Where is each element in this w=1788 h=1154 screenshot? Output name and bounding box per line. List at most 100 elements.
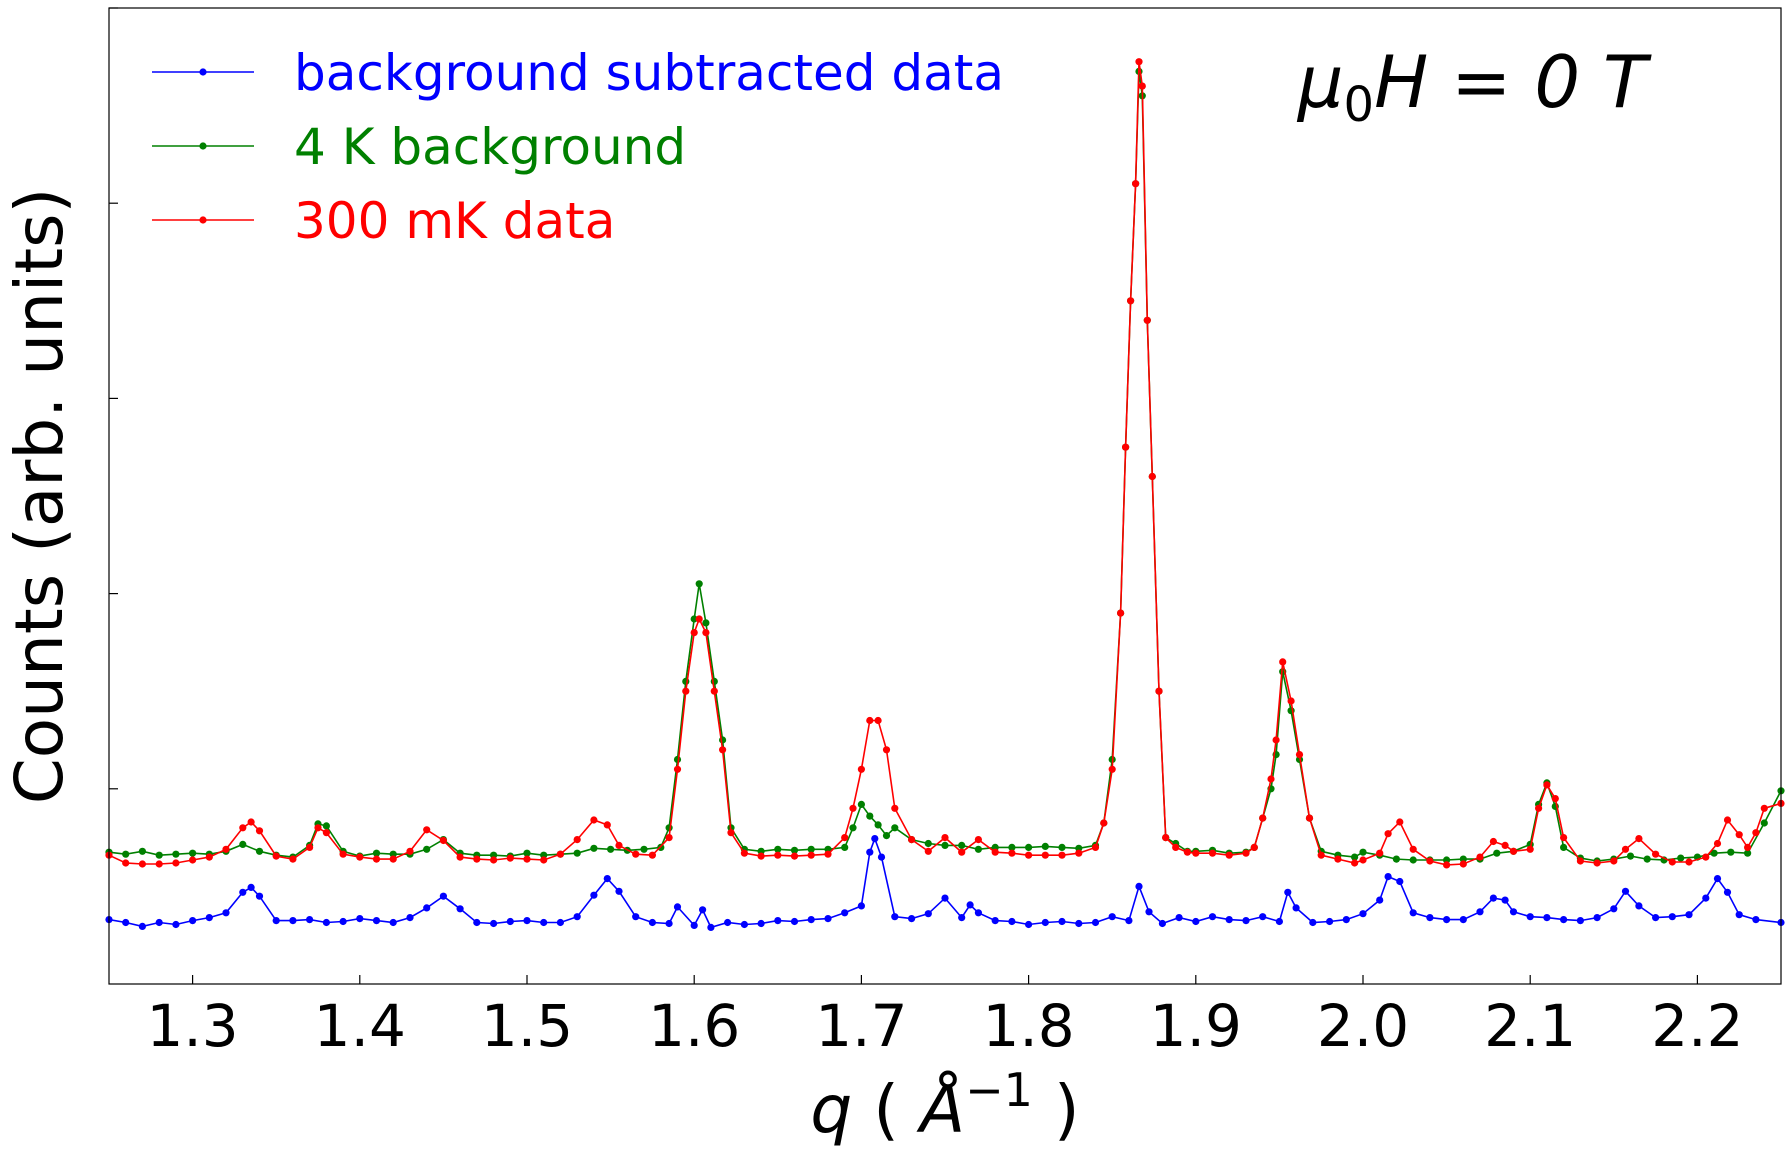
data-point bbox=[372, 917, 381, 925]
data-point bbox=[1041, 918, 1049, 927]
data-point bbox=[1459, 916, 1467, 924]
data-point bbox=[1668, 858, 1676, 866]
x-tick-label: 1.6 bbox=[648, 992, 740, 1060]
data-point bbox=[423, 904, 431, 912]
data-point bbox=[941, 894, 949, 902]
annotation-mu: μ bbox=[1297, 40, 1344, 124]
legend-item: background subtracted data bbox=[152, 44, 1004, 102]
data-point bbox=[1135, 58, 1143, 66]
data-point bbox=[1250, 843, 1258, 852]
x-axis-label-open: ( bbox=[852, 1071, 920, 1148]
data-point bbox=[891, 913, 899, 921]
data-point bbox=[974, 909, 983, 917]
x-axis-label-unit: Å bbox=[916, 1071, 965, 1148]
data-point bbox=[1713, 839, 1722, 848]
data-point bbox=[632, 850, 640, 858]
data-point bbox=[958, 914, 966, 922]
data-point bbox=[1309, 918, 1317, 927]
data-point bbox=[1075, 919, 1083, 928]
series-3 bbox=[105, 58, 1785, 869]
data-point bbox=[1284, 888, 1292, 896]
data-point bbox=[1621, 887, 1630, 895]
data-point bbox=[590, 844, 598, 852]
series-1 bbox=[105, 835, 1785, 932]
data-point bbox=[1351, 859, 1359, 867]
data-point bbox=[924, 847, 932, 855]
x-tick-label: 1.3 bbox=[146, 992, 238, 1060]
data-point bbox=[941, 841, 949, 850]
data-point bbox=[1621, 845, 1630, 853]
data-point bbox=[1132, 180, 1140, 188]
data-point bbox=[1652, 850, 1660, 858]
legend-item: 300 mK data bbox=[152, 192, 615, 250]
y-axis-label: Counts (arb. units) bbox=[1, 188, 78, 805]
data-point bbox=[1685, 858, 1693, 866]
data-point bbox=[172, 920, 180, 929]
data-point bbox=[1723, 888, 1732, 896]
data-point bbox=[573, 849, 581, 857]
data-point bbox=[523, 849, 531, 857]
data-point bbox=[710, 687, 718, 695]
data-point bbox=[673, 765, 682, 773]
data-point bbox=[682, 687, 690, 695]
data-point bbox=[1409, 909, 1417, 917]
data-point bbox=[757, 852, 765, 860]
data-point bbox=[1744, 849, 1752, 857]
data-point bbox=[841, 843, 849, 852]
data-point bbox=[339, 850, 347, 858]
data-point bbox=[1025, 843, 1033, 852]
data-point bbox=[1489, 837, 1497, 846]
data-point bbox=[1155, 687, 1163, 695]
data-point bbox=[724, 918, 732, 927]
data-point bbox=[807, 851, 815, 859]
data-point bbox=[1122, 443, 1130, 451]
data-point bbox=[189, 856, 197, 864]
x-tick-label: 1.8 bbox=[982, 992, 1074, 1060]
data-point bbox=[1091, 918, 1100, 927]
data-point bbox=[189, 917, 197, 925]
data-point bbox=[1392, 855, 1400, 863]
data-point bbox=[1535, 804, 1543, 812]
annotation-subscript: 0 bbox=[1344, 77, 1375, 133]
data-point bbox=[1735, 831, 1743, 839]
data-point bbox=[924, 839, 932, 848]
data-point bbox=[490, 856, 498, 864]
data-point bbox=[690, 615, 698, 623]
data-point bbox=[866, 848, 874, 856]
data-point bbox=[1108, 765, 1116, 773]
data-point bbox=[356, 853, 364, 861]
data-point bbox=[1242, 917, 1250, 925]
data-point bbox=[239, 824, 247, 832]
data-point bbox=[1225, 916, 1233, 924]
data-point bbox=[648, 851, 657, 859]
data-point bbox=[456, 905, 464, 913]
data-point bbox=[1008, 917, 1016, 926]
data-point bbox=[607, 845, 615, 853]
x-tick-label: 2.2 bbox=[1651, 992, 1743, 1060]
data-point bbox=[1384, 873, 1392, 881]
data-point bbox=[1135, 882, 1143, 891]
data-point bbox=[1396, 818, 1404, 826]
data-point bbox=[155, 918, 163, 927]
data-point bbox=[556, 918, 565, 927]
data-point bbox=[590, 816, 598, 824]
data-point bbox=[1145, 908, 1153, 916]
data-point bbox=[1242, 849, 1250, 857]
data-point bbox=[1295, 751, 1304, 759]
data-point bbox=[1342, 916, 1350, 924]
data-point bbox=[540, 918, 548, 927]
data-point bbox=[640, 845, 648, 853]
data-point bbox=[908, 836, 916, 844]
data-point bbox=[1593, 914, 1601, 922]
data-point bbox=[958, 848, 966, 856]
data-point bbox=[1760, 819, 1768, 827]
data-point bbox=[1305, 814, 1314, 822]
data-point bbox=[138, 847, 146, 855]
data-point bbox=[857, 765, 866, 773]
x-axis-label: q ( Å−1 ) bbox=[810, 1063, 1079, 1148]
data-point bbox=[556, 850, 565, 858]
data-point bbox=[573, 836, 581, 844]
data-point bbox=[1384, 830, 1392, 838]
data-point bbox=[1183, 848, 1191, 856]
